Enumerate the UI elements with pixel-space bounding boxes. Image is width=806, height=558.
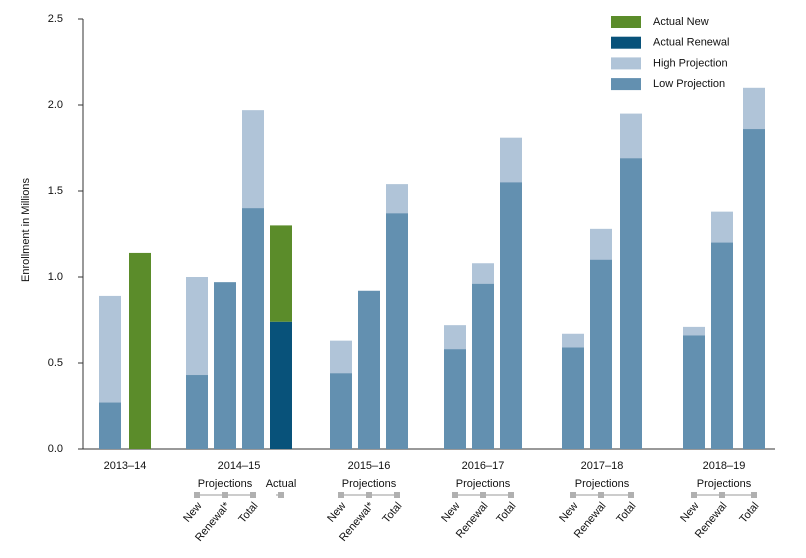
- bar: [270, 321, 292, 449]
- y-tick-label: 0.0: [48, 443, 63, 455]
- bracket-marker: [250, 492, 256, 498]
- bar: [590, 259, 612, 449]
- bar: [444, 349, 466, 449]
- legend-label: Actual New: [653, 16, 709, 28]
- bracket-marker: [598, 492, 604, 498]
- group-label: 2013–14: [104, 460, 147, 472]
- bracket-marker: [628, 492, 634, 498]
- category-label: Total: [236, 500, 260, 526]
- bracket-marker: [366, 492, 372, 498]
- legend-swatch: [611, 57, 641, 70]
- bar: [562, 347, 584, 449]
- bar: [472, 283, 494, 449]
- bar: [99, 402, 121, 449]
- group-label: 2017–18: [581, 460, 624, 472]
- cluster-label: Projections: [456, 478, 511, 490]
- bar: [129, 252, 151, 449]
- group-label: 2016–17: [462, 460, 505, 472]
- bracket-marker: [719, 492, 725, 498]
- bracket-marker: [278, 492, 284, 498]
- legend-swatch: [611, 78, 641, 91]
- cluster-label: Projections: [198, 478, 253, 490]
- y-tick-label: 0.5: [48, 357, 63, 369]
- category-label: Total: [380, 500, 404, 526]
- bar: [270, 225, 292, 322]
- category-label: Total: [494, 500, 518, 526]
- legend-label: Actual Renewal: [653, 37, 729, 49]
- cluster-label: Projections: [342, 478, 397, 490]
- bar: [358, 290, 380, 449]
- group-label: 2014–15: [218, 460, 261, 472]
- cluster-label: Actual: [266, 478, 297, 490]
- category-label: Total: [614, 500, 638, 526]
- bracket-marker: [452, 492, 458, 498]
- bar: [743, 129, 765, 449]
- bar: [711, 242, 733, 449]
- y-tick-label: 2.5: [48, 13, 63, 25]
- legend-swatch: [611, 36, 641, 49]
- cluster-label: Projections: [575, 478, 630, 490]
- bar: [330, 373, 352, 449]
- group-label: 2018–19: [703, 460, 746, 472]
- bracket-marker: [508, 492, 514, 498]
- bracket-marker: [338, 492, 344, 498]
- group-label: 2015–16: [348, 460, 391, 472]
- cluster-label: Projections: [697, 478, 752, 490]
- legend-label: High Projection: [653, 57, 728, 69]
- category-label: New: [181, 500, 204, 525]
- bar: [386, 213, 408, 449]
- bar: [683, 335, 705, 449]
- y-tick-label: 1.0: [48, 271, 63, 283]
- bracket-marker: [222, 492, 228, 498]
- bar: [186, 375, 208, 449]
- category-label: New: [557, 500, 580, 525]
- y-axis-label: Enrollment in Millions: [20, 178, 32, 282]
- category-label: New: [439, 500, 462, 525]
- bracket-marker: [570, 492, 576, 498]
- bar: [214, 282, 236, 449]
- bracket-marker: [751, 492, 757, 498]
- bracket-marker: [194, 492, 200, 498]
- bar: [242, 208, 264, 449]
- y-tick-label: 1.5: [48, 185, 63, 197]
- bracket-marker: [691, 492, 697, 498]
- category-label: Total: [737, 500, 761, 526]
- legend-label: Low Projection: [653, 78, 725, 90]
- category-label: New: [678, 500, 701, 525]
- bracket-marker: [480, 492, 486, 498]
- bracket-marker: [394, 492, 400, 498]
- legend-swatch: [611, 16, 641, 28]
- bar: [620, 158, 642, 449]
- bar: [500, 182, 522, 449]
- y-tick-label: 2.0: [48, 99, 63, 111]
- category-label: New: [325, 500, 348, 525]
